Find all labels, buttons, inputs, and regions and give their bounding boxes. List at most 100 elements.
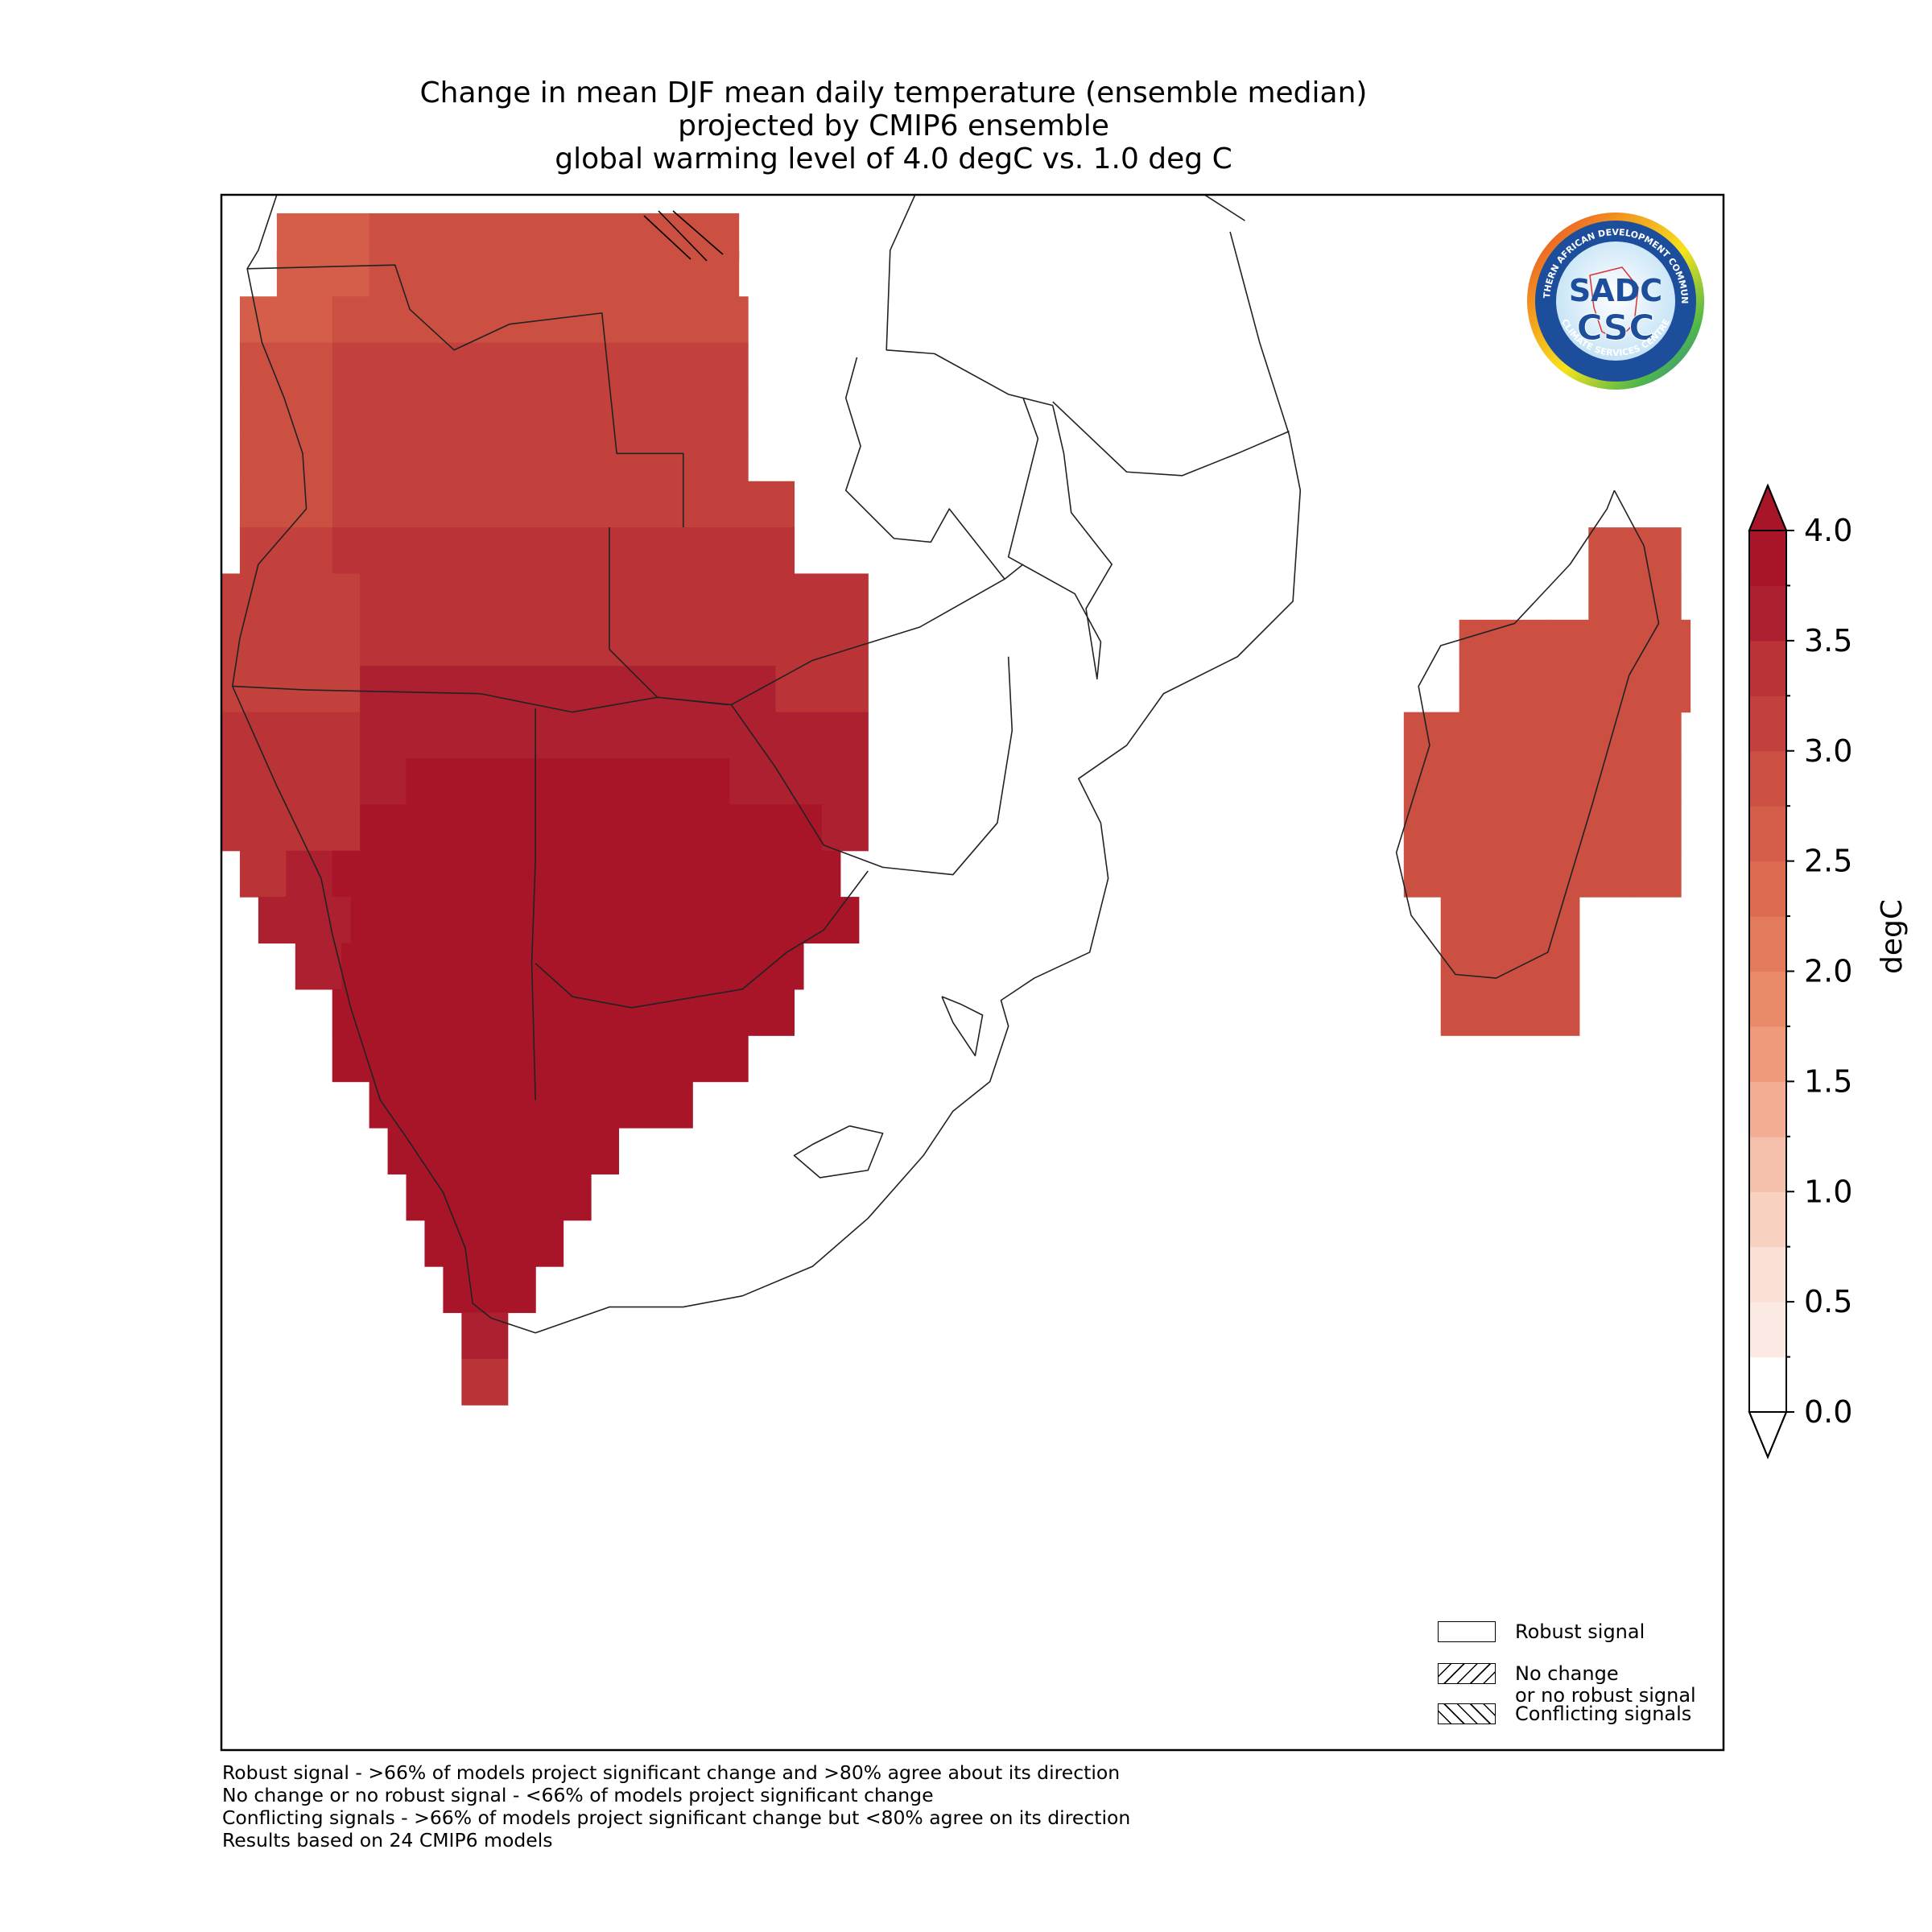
grid-cell <box>609 481 656 528</box>
grid-cell <box>701 481 749 528</box>
grid-cell <box>609 342 656 390</box>
grid-cell <box>378 989 426 1036</box>
grid-cell <box>489 1266 536 1314</box>
grid-cell <box>637 804 684 852</box>
grid-cell <box>498 758 546 805</box>
grid-cell <box>1533 943 1580 990</box>
grid-cell <box>332 435 379 482</box>
grid-cell <box>424 342 472 390</box>
grid-cell <box>378 1035 426 1083</box>
grid-cell <box>406 573 453 621</box>
border-line <box>1203 195 1245 221</box>
grid-cell <box>729 758 777 805</box>
grid-cell <box>1450 850 1497 898</box>
grid-cell <box>609 388 656 436</box>
grid-cell <box>517 435 564 482</box>
colorbar-segment <box>1749 1026 1786 1082</box>
grid-cell <box>1487 943 1534 990</box>
grid-cell <box>1634 804 1682 852</box>
grid-cell <box>470 989 518 1036</box>
grid-cell <box>470 850 518 898</box>
footnote-nochange: No change or no robust signal - <66% of … <box>222 1784 934 1806</box>
grid-cell <box>655 296 703 344</box>
grid-cell <box>406 666 453 713</box>
grid-cell <box>683 619 730 667</box>
grid-cell <box>452 666 499 713</box>
grid-cell <box>332 527 379 575</box>
grid-cell <box>1459 666 1506 713</box>
grid-cell <box>655 342 703 390</box>
colorbar-label: degC <box>1876 899 1909 974</box>
grid-cell <box>729 573 777 621</box>
hatch-line <box>672 210 724 255</box>
grid-cell <box>766 897 813 944</box>
grid-cell <box>1496 712 1543 759</box>
grid-cell <box>563 388 610 436</box>
grid-cell <box>655 850 703 898</box>
grid-cell <box>360 804 407 852</box>
grid-cell <box>1634 758 1682 805</box>
border-line <box>886 195 1053 407</box>
grid-cell <box>701 435 749 482</box>
colorbar-segment <box>1749 1302 1786 1358</box>
border-line <box>730 656 1013 876</box>
grid-cell <box>1542 850 1589 898</box>
grid-cell <box>591 666 638 713</box>
grid-cell <box>360 758 407 805</box>
grid-cell <box>313 619 361 667</box>
grid-cell <box>637 666 684 713</box>
grid-cell <box>1403 712 1451 759</box>
grid-cell <box>1551 666 1599 713</box>
grid-cell <box>591 619 638 667</box>
grid-cell <box>544 1174 592 1221</box>
grid-cell <box>378 296 426 344</box>
title-line-2: projected by CMIP6 ensemble <box>678 109 1109 142</box>
colorbar-extend-max <box>1748 483 1788 531</box>
grid-cell <box>295 943 342 990</box>
grid-cell <box>1634 573 1682 621</box>
grid-cell <box>600 250 647 297</box>
grid-cell <box>544 573 592 621</box>
colorbar-tick-label: 3.5 <box>1804 623 1852 658</box>
grid-cell <box>406 712 453 759</box>
grid-cell <box>313 804 361 852</box>
grid-cell <box>239 435 287 482</box>
grid-cell <box>1487 989 1534 1036</box>
grid-cell <box>452 1174 499 1221</box>
grid-cell <box>572 1127 620 1174</box>
grid-cell <box>415 1081 462 1129</box>
grid-cell <box>748 850 795 898</box>
grid-cell <box>433 1127 481 1174</box>
grid-cell <box>701 527 749 575</box>
grid-cell <box>655 527 703 575</box>
colorbar <box>1748 483 1788 1459</box>
grid-cell <box>821 758 869 805</box>
colorbar-tick-label: 2.5 <box>1804 844 1852 879</box>
grid-cell <box>1403 804 1451 852</box>
grid-cell <box>313 666 361 713</box>
grid-cell <box>821 619 869 667</box>
grid-cell <box>406 1174 453 1221</box>
colorbar-tick-label: 1.5 <box>1804 1063 1852 1099</box>
grid-cell <box>646 250 693 297</box>
border-line <box>1395 489 1660 979</box>
grid-cell <box>443 1266 490 1314</box>
colorbar-segment <box>1749 750 1786 807</box>
grid-cell <box>609 850 656 898</box>
grid-cell <box>517 850 564 898</box>
legend-swatch-nochange <box>1438 1663 1496 1684</box>
grid-cell <box>692 250 740 297</box>
grid-cell <box>1533 989 1580 1036</box>
grid-cell <box>821 666 869 713</box>
grid-cell <box>267 712 315 759</box>
grid-cell <box>572 943 620 990</box>
grid-cell <box>683 758 730 805</box>
sadc-csc-logo: SADC CSC SOUTHERN AFRICAN DEVELOPMENT CO… <box>1521 203 1706 391</box>
grid-cell <box>748 481 795 528</box>
grid-cell <box>470 342 518 390</box>
grid-cell <box>221 804 268 852</box>
grid-cell <box>1551 619 1599 667</box>
grid-cell <box>821 804 869 852</box>
grid-cell <box>683 666 730 713</box>
grid-cell <box>360 619 407 667</box>
